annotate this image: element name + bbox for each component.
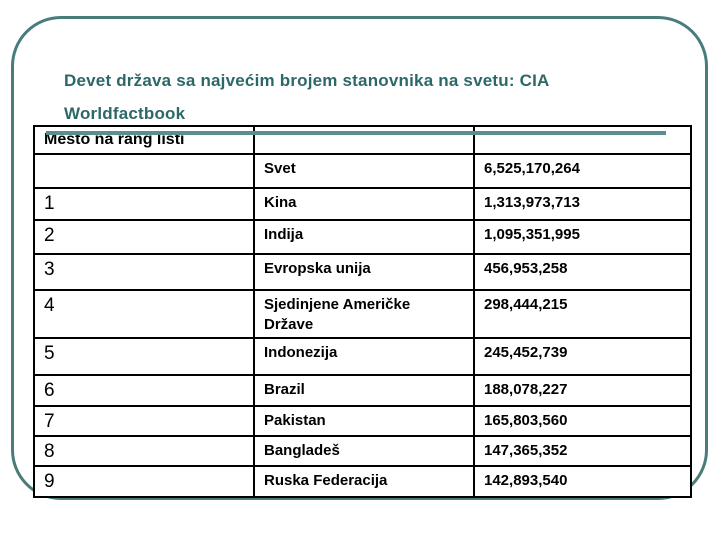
population-cell: 6,525,170,264 — [473, 153, 692, 189]
country-cell: Evropska unija — [253, 253, 475, 291]
population-cell: 165,803,560 — [473, 405, 692, 437]
population-cell: 245,452,739 — [473, 337, 692, 376]
population-cell: 188,078,227 — [473, 374, 692, 407]
rank-cell: 3 — [33, 253, 255, 291]
country-cell: Indija — [253, 219, 475, 255]
country-label: Evropska unija — [264, 260, 371, 277]
table-row: 8 Bangladeš 147,365,352 — [33, 435, 692, 467]
rank-cell: 8 — [33, 435, 255, 467]
population-table: Mesto na rang listi Svet 6,525,170,264 1… — [33, 125, 692, 498]
rank-cell: 1 — [33, 187, 255, 221]
table-row: 2 Indija 1,095,351,995 — [33, 219, 692, 255]
population-cell: 298,444,215 — [473, 289, 692, 339]
table-row: 4 Sjedinjene Američke Države 298,444,215 — [33, 289, 692, 339]
table-row: 6 Brazil 188,078,227 — [33, 374, 692, 407]
country-label: Kina — [264, 194, 297, 211]
table-row: 5 Indonezija 245,452,739 — [33, 337, 692, 376]
population-cell: 456,953,258 — [473, 253, 692, 291]
table-row: 9 Ruska Federacija 142,893,540 — [33, 465, 692, 498]
country-cell: Svet — [253, 153, 475, 189]
table-row-world: Svet 6,525,170,264 — [33, 153, 692, 189]
population-cell: 142,893,540 — [473, 465, 692, 498]
country-cell: Sjedinjene Američke Države — [253, 289, 475, 339]
country-label: Brazil — [264, 381, 305, 398]
header-empty-cell — [253, 125, 475, 155]
rank-cell: 6 — [33, 374, 255, 407]
header-empty-cell — [473, 125, 692, 155]
rank-cell: 2 — [33, 219, 255, 255]
country-cell: Indonezija — [253, 337, 475, 376]
population-cell: 1,095,351,995 — [473, 219, 692, 255]
slide-rounded-frame — [11, 16, 708, 500]
table-row: 7 Pakistan 165,803,560 — [33, 405, 692, 437]
country-label: Pakistan — [264, 412, 326, 429]
country-cell: Pakistan — [253, 405, 475, 437]
table-header-cell: Mesto na rang listi — [33, 125, 255, 155]
slide-title: Devet država sa najvećim brojem stanovni… — [64, 64, 664, 130]
table-header-row: Mesto na rang listi — [33, 125, 692, 155]
country-cell: Bangladeš — [253, 435, 475, 467]
rank-cell: 9 — [33, 465, 255, 498]
slide-title-line-1: Devet država sa najvećim brojem stanovni… — [64, 71, 550, 90]
country-label: Indija — [264, 226, 304, 243]
slide-title-line-2: Worldfactbook — [64, 104, 186, 123]
rank-cell: 4 — [33, 289, 255, 339]
table-row: 3 Evropska unija 456,953,258 — [33, 253, 692, 291]
rank-cell: 7 — [33, 405, 255, 437]
population-cell: 147,365,352 — [473, 435, 692, 467]
country-label: Indonezija — [264, 344, 338, 361]
population-cell: 1,313,973,713 — [473, 187, 692, 221]
table-header-label: Mesto na rang listi — [44, 131, 185, 148]
country-cell: Ruska Federacija — [253, 465, 475, 498]
country-label: Ruska Federacija — [264, 472, 388, 489]
title-underline-rule — [46, 131, 666, 135]
rank-cell: 5 — [33, 337, 255, 376]
country-label: Sjedinjene Američke Države — [264, 296, 411, 333]
table-row: 1 Kina 1,313,973,713 — [33, 187, 692, 221]
country-label: Bangladeš — [264, 442, 340, 459]
rank-cell — [33, 153, 255, 189]
country-cell: Kina — [253, 187, 475, 221]
country-label: Svet — [264, 160, 296, 177]
country-cell: Brazil — [253, 374, 475, 407]
